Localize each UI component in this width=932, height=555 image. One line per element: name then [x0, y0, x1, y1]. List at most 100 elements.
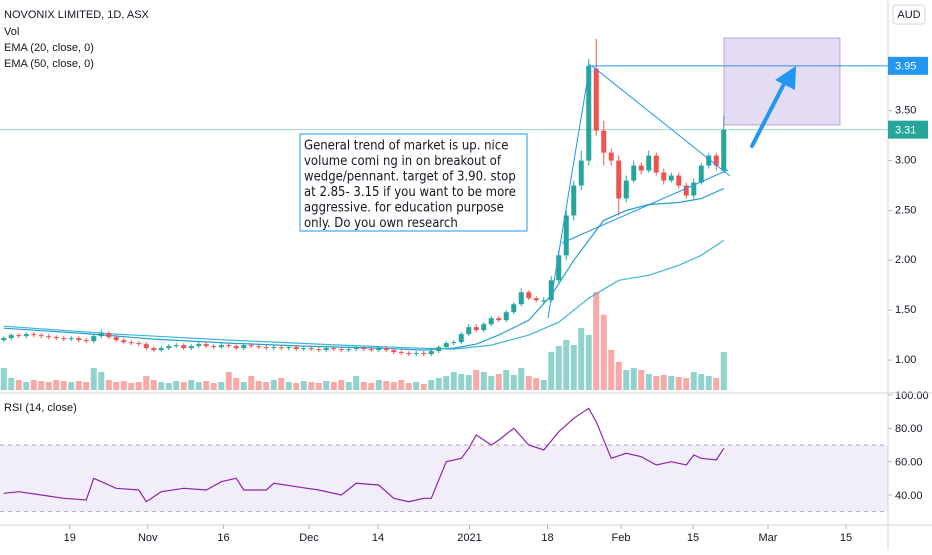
- ema-line: [3, 239, 725, 350]
- volume-bar: [698, 374, 705, 390]
- volume-bar: [405, 383, 412, 390]
- volume-bar: [413, 382, 420, 390]
- candle-body: [406, 353, 412, 355]
- volume-bar: [645, 374, 652, 390]
- candle-body: [8, 335, 14, 339]
- candle-body: [638, 165, 644, 171]
- volume-bar: [68, 382, 75, 390]
- volume-bar: [338, 380, 345, 390]
- volume-bar: [45, 382, 52, 390]
- candle-body: [721, 129, 727, 171]
- candle-body: [271, 347, 277, 349]
- volume-bar: [615, 362, 622, 390]
- candle-body: [668, 175, 674, 181]
- volume-bar: [533, 378, 540, 390]
- legend-rsi: RSI (14, close): [4, 402, 77, 414]
- volume-bar: [128, 383, 135, 390]
- candle-body: [451, 342, 457, 344]
- legend-ema50: EMA (50, close, 0): [4, 58, 94, 70]
- price-line-tag: [888, 56, 928, 75]
- candle-body: [541, 300, 547, 302]
- time-tick-label: 19: [64, 532, 76, 544]
- volume-bar: [668, 376, 675, 390]
- legend-ema20: EMA (20, close, 0): [4, 42, 94, 54]
- volume-bar: [585, 335, 592, 390]
- wedge-upper-line: [591, 65, 731, 177]
- volume-bar: [510, 375, 517, 390]
- rsi-tick-label: 60.00: [895, 457, 923, 469]
- candle-body: [428, 351, 434, 355]
- candle-body: [16, 335, 22, 337]
- volume-bar: [675, 377, 682, 390]
- volume-bar: [143, 376, 150, 390]
- currency-label: AUD: [897, 9, 920, 21]
- volume-bar: [435, 378, 442, 390]
- volume-bar: [150, 380, 157, 390]
- volume-bar: [23, 382, 30, 390]
- drawings: [547, 37, 841, 319]
- volume-bar: [53, 380, 60, 390]
- volume-bar: [8, 378, 15, 390]
- last-price-tag-label: 3.31: [895, 125, 916, 137]
- candle-body: [128, 342, 134, 344]
- volume-bar: [525, 376, 532, 390]
- candle-body: [286, 347, 292, 349]
- candle-body: [481, 324, 487, 331]
- candle-body: [518, 292, 524, 305]
- candle-body: [188, 346, 194, 349]
- volume-bar: [240, 382, 247, 390]
- candle-body: [83, 340, 89, 342]
- candle-body: [308, 348, 314, 350]
- volume-bar: [203, 381, 210, 390]
- volume-bar: [270, 380, 277, 390]
- candle-body: [196, 344, 202, 347]
- price-tick-label: 2.50: [895, 204, 916, 216]
- volume-bar: [518, 368, 525, 390]
- candle-body: [181, 345, 187, 349]
- volume-bar: [233, 378, 240, 390]
- volume-bar: [353, 376, 360, 390]
- candle-body: [466, 327, 472, 335]
- time-tick-label: Dec: [299, 532, 319, 544]
- volume-bar: [345, 382, 352, 390]
- candle-body: [136, 343, 142, 345]
- candle-body: [473, 327, 479, 331]
- volume-bar: [488, 376, 495, 390]
- currency-button[interactable]: [892, 4, 926, 25]
- annotation-line: only. Do you own research: [304, 216, 458, 231]
- volume-bar: [300, 381, 307, 390]
- time-tick-label: Mar: [759, 532, 778, 544]
- trend-line: [547, 63, 591, 319]
- candle-body: [368, 349, 374, 351]
- volume-bar: [360, 382, 367, 390]
- candle-body: [511, 304, 517, 313]
- candle-body: [23, 334, 29, 337]
- time-tick-label: 16: [217, 532, 229, 544]
- volume-bar: [570, 345, 577, 390]
- rsi-tick-label: 40.00: [895, 490, 923, 502]
- volume-bar: [323, 381, 330, 390]
- volume-bar: [98, 372, 105, 390]
- candle-body: [676, 175, 682, 186]
- volume-bar: [120, 381, 127, 390]
- arrow-head: [775, 66, 796, 90]
- price-tick-label: 3.00: [895, 154, 916, 166]
- candle-body: [533, 298, 539, 301]
- candle-body: [68, 338, 74, 340]
- candle-body: [61, 338, 67, 340]
- time-tick-label: 15: [840, 532, 852, 544]
- volume-bar: [473, 370, 480, 390]
- volume-bar: [113, 382, 120, 390]
- candle-body: [301, 348, 307, 350]
- annotation-text: General trend of market is up. nicevolum…: [304, 139, 516, 232]
- volume-bar: [690, 372, 697, 390]
- price-line-tag-label: 3.95: [895, 61, 916, 73]
- candle-body: [421, 353, 427, 355]
- volume-bar: [180, 382, 187, 390]
- candle-body: [548, 280, 554, 301]
- rsi-tick-label: 100.00: [895, 390, 929, 402]
- volume-bar: [90, 368, 97, 390]
- annotation-box: [299, 133, 528, 232]
- volume-bar: [600, 315, 607, 390]
- volume-bar: [15, 380, 22, 390]
